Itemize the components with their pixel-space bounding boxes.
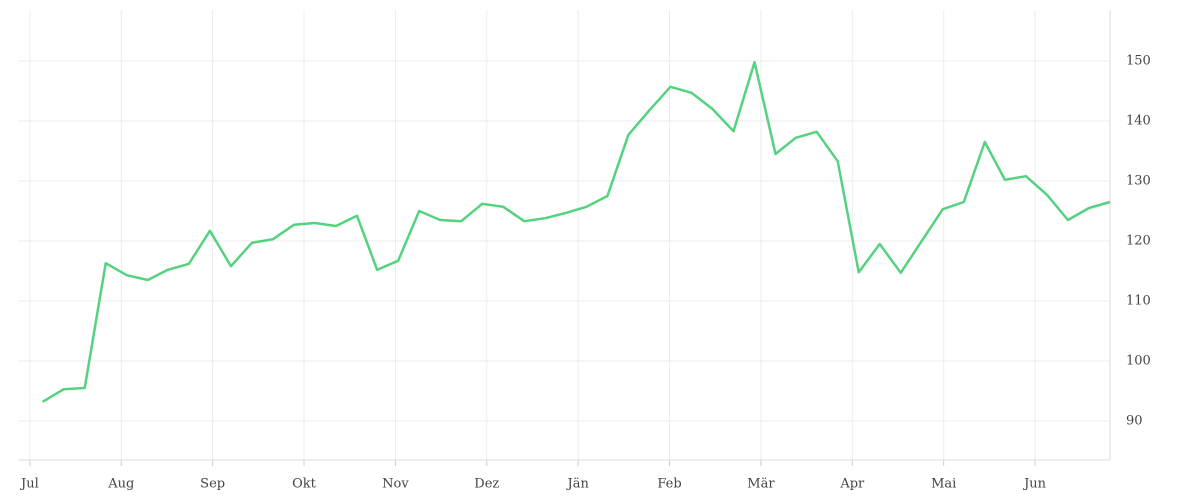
x-tick-label: Sep <box>200 477 225 492</box>
y-tick-label: 110 <box>1126 294 1151 309</box>
x-tick-label: Mai <box>931 477 956 492</box>
y-tick-label: 140 <box>1126 114 1151 129</box>
line <box>42 60 1111 403</box>
y-tick-label: 120 <box>1126 234 1151 249</box>
x-tick-label: Jun <box>1022 477 1047 492</box>
x-tick-label: Aug <box>107 477 134 492</box>
y-tick-label: 90 <box>1126 414 1143 429</box>
x-tick-label: Jul <box>19 477 39 492</box>
x-tick-label: Nov <box>382 477 409 492</box>
x-tick-label: Apr <box>839 477 865 492</box>
y-tick-label: 100 <box>1126 354 1151 369</box>
y-tick-label: 130 <box>1126 174 1151 189</box>
x-tick-label: Dez <box>474 477 499 492</box>
x-tick-label: Feb <box>657 477 681 492</box>
x-tick-label: Okt <box>292 477 317 492</box>
y-tick-label: 150 <box>1126 54 1151 69</box>
x-tick-label: Mär <box>747 477 775 492</box>
x-tick-label: Jän <box>565 477 589 492</box>
